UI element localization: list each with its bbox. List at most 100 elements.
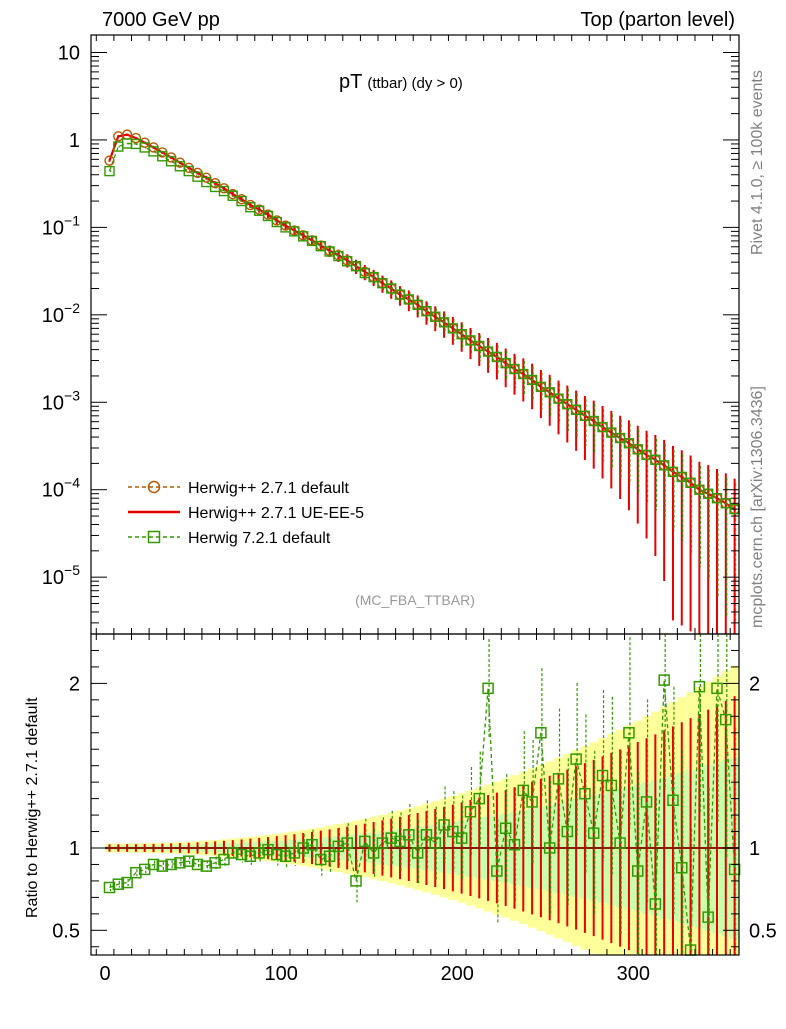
main-point-herwig7 bbox=[632, 444, 643, 455]
ratio-point-herwig7 bbox=[447, 825, 459, 838]
ratio-point-herwig7 bbox=[438, 819, 450, 831]
ratio-point-herwig7 bbox=[491, 865, 503, 877]
ratio-point-herwig7 bbox=[517, 784, 530, 797]
ratio-point-herwig7 bbox=[508, 838, 521, 851]
legend-label-herwigpp-ueee5: Herwig++ 2.7.1 UE-EE-5 bbox=[188, 505, 364, 522]
main-point-herwigpp-default bbox=[104, 155, 115, 166]
plot-title: pT (ttbar) (dy > 0) bbox=[339, 71, 463, 93]
main-y-tick-label: 10 bbox=[58, 42, 80, 64]
ratio-point-herwig7 bbox=[552, 773, 565, 785]
main-point-herwig7 bbox=[368, 271, 379, 283]
x-tick-label: 100 bbox=[264, 963, 297, 985]
main-point-herwig7 bbox=[377, 277, 388, 289]
header-left: 7000 GeV pp bbox=[102, 9, 220, 31]
watermark: (MC_FBA_TTBAR) bbox=[355, 592, 475, 608]
ratio-point-herwig7 bbox=[332, 840, 345, 853]
ratio-point-herwig7 bbox=[596, 769, 609, 782]
main-point-herwig7 bbox=[588, 415, 599, 427]
main-point-herwig7 bbox=[597, 421, 608, 433]
ratio-point-herwig7 bbox=[218, 853, 230, 866]
legend-label-herwigpp-default: Herwig++ 2.7.1 default bbox=[188, 480, 350, 497]
ratio-point-herwig7 bbox=[244, 850, 257, 862]
ratio-point-herwig7 bbox=[535, 727, 547, 739]
main-point-herwig7 bbox=[676, 471, 687, 483]
main-point-herwig7 bbox=[562, 399, 573, 410]
main-point-herwig7 bbox=[658, 460, 670, 471]
ratio-point-herwig7 bbox=[103, 881, 116, 894]
ratio-point-herwig7 bbox=[623, 727, 635, 739]
x-tick-label: 0 bbox=[100, 963, 111, 985]
ratio-point-herwig7 bbox=[209, 857, 221, 869]
main-point-herwig7 bbox=[474, 340, 485, 352]
ratio-point-herwig7 bbox=[359, 835, 371, 848]
ratio-y-tick-label: 1 bbox=[69, 838, 80, 860]
main-point-herwig7 bbox=[236, 195, 247, 207]
plot-title-sub: (ttbar) (dy > 0) bbox=[367, 75, 462, 92]
main-point-herwig7 bbox=[447, 323, 459, 334]
ratio-point-herwig7 bbox=[200, 860, 213, 872]
ratio-point-herwig7 bbox=[482, 682, 494, 695]
main-y-tick-label: 10−4 bbox=[42, 475, 80, 502]
main-point-herwig7 bbox=[412, 299, 423, 311]
main-y-tick-label: 10−3 bbox=[42, 387, 80, 414]
main-point-herwig7 bbox=[500, 357, 511, 369]
ratio-point-herwig7 bbox=[702, 911, 714, 923]
ratio-point-herwig7 bbox=[464, 806, 477, 818]
main-point-herwig7 bbox=[104, 165, 115, 177]
main-point-herwigpp-default bbox=[130, 132, 142, 144]
ratio-point-herwig7 bbox=[526, 796, 538, 808]
ratio-point-herwig7 bbox=[147, 858, 160, 871]
main-point-herwig7 bbox=[192, 171, 203, 182]
legend-marker-herwigpp-default bbox=[147, 480, 161, 494]
main-point-herwig7 bbox=[614, 432, 626, 444]
main-point-herwig7 bbox=[606, 427, 617, 438]
main-point-herwig7 bbox=[227, 190, 238, 201]
ratio-point-herwig7 bbox=[411, 847, 424, 859]
main-point-herwig7 bbox=[650, 454, 661, 465]
legend-label-herwig7: Herwig 7.2.1 default bbox=[188, 530, 331, 547]
ratio-y-tick-label-right: 0.5 bbox=[749, 920, 777, 942]
ratio-point-herwig7 bbox=[306, 838, 318, 851]
main-point-herwig7 bbox=[350, 260, 362, 272]
main-point-herwig7 bbox=[315, 240, 326, 252]
ratio-point-herwig7 bbox=[640, 796, 653, 808]
main-series bbox=[104, 129, 740, 634]
ratio-y-tick-label: 2 bbox=[69, 673, 80, 695]
main-y-tick-label: 1 bbox=[69, 130, 80, 152]
ratio-point-herwig7 bbox=[297, 842, 309, 854]
ratio-point-herwig7 bbox=[271, 848, 283, 861]
x-tick-label: 200 bbox=[441, 963, 474, 985]
legend: Herwig++ 2.7.1 default Herwig++ 2.7.1 UE… bbox=[128, 480, 364, 547]
ratio-y-tick-label-right: 2 bbox=[749, 673, 760, 695]
ratio-point-herwig7 bbox=[543, 842, 556, 854]
ratio-line-herwig7 bbox=[109, 680, 736, 951]
ratio-point-herwig7 bbox=[632, 865, 644, 877]
ratio-point-herwig7 bbox=[561, 825, 574, 838]
ratio-point-herwig7 bbox=[235, 848, 248, 861]
ratio-point-herwig7 bbox=[667, 794, 679, 807]
ratio-point-herwig7 bbox=[350, 875, 362, 887]
ratio-series bbox=[103, 634, 741, 956]
ratio-point-herwig7 bbox=[587, 827, 600, 839]
main-point-herwig7 bbox=[535, 381, 547, 393]
ratio-point-herwig7 bbox=[403, 829, 415, 841]
ratio-point-herwig7 bbox=[693, 680, 706, 693]
main-point-herwig7 bbox=[438, 317, 450, 328]
ratio-point-herwig7 bbox=[112, 878, 125, 890]
header-right: Top (parton level) bbox=[580, 9, 735, 31]
main-point-herwig7 bbox=[465, 335, 476, 346]
main-y-tick-label: 10−1 bbox=[42, 212, 80, 239]
main-point-herwig7 bbox=[553, 393, 564, 404]
ratio-point-herwig7 bbox=[711, 682, 723, 695]
ratio-point-herwig7 bbox=[720, 713, 732, 726]
mcplots-label: mcplots.cern.ch [arXiv:1306.3436] bbox=[749, 386, 766, 628]
ratio-point-herwig7 bbox=[605, 779, 618, 792]
main-point-herwig7 bbox=[262, 210, 274, 222]
ratio-point-herwig7 bbox=[455, 832, 468, 844]
main-point-herwig7 bbox=[623, 438, 635, 449]
ratio-point-herwig7 bbox=[323, 850, 336, 862]
main-point-herwig7 bbox=[685, 477, 696, 488]
ratio-point-herwig7 bbox=[156, 860, 169, 872]
ratio-point-herwig7 bbox=[394, 835, 406, 848]
